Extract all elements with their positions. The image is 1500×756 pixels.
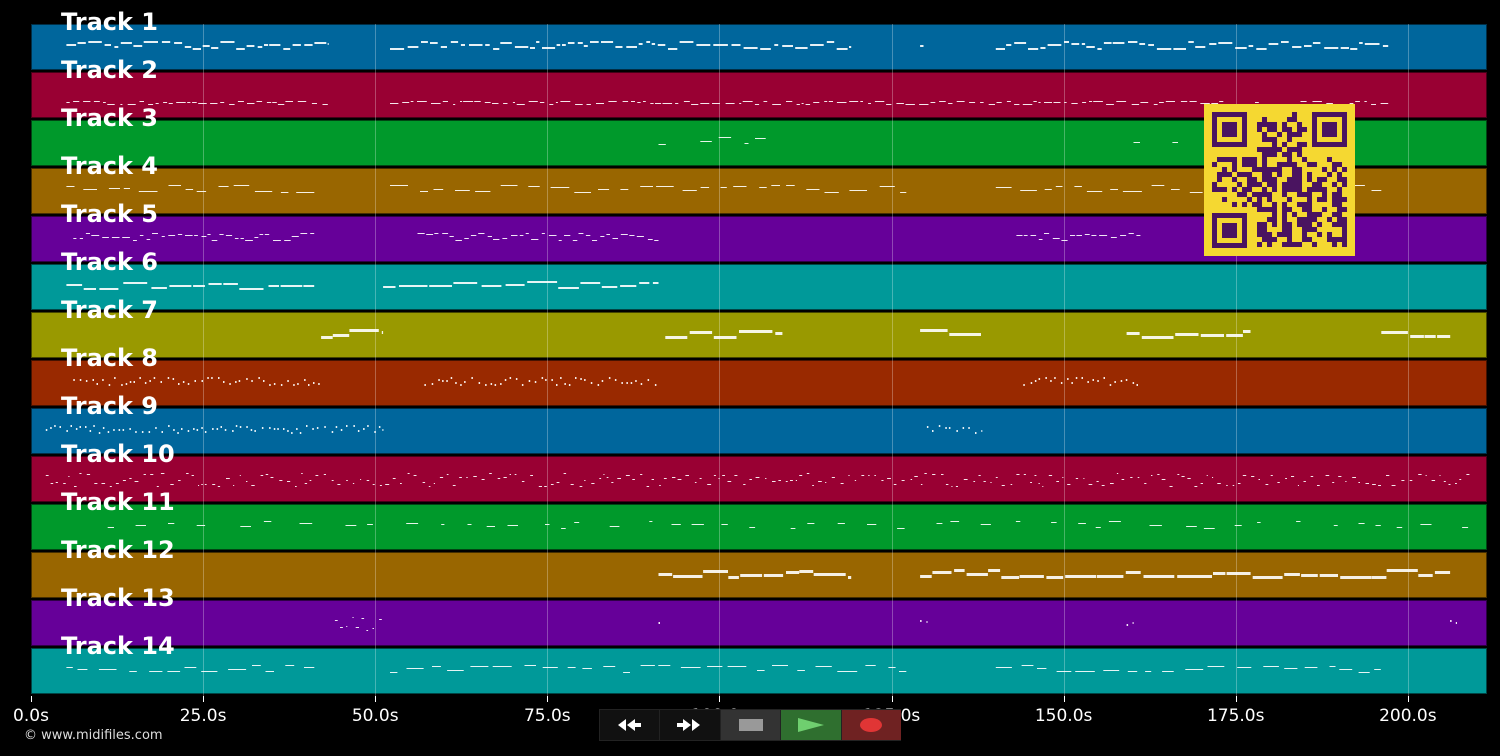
axis-tick (375, 696, 377, 702)
copyright-text: © www.midifiles.com (24, 728, 163, 743)
axis-tick-label: 50.0s (351, 706, 399, 726)
axis-tick (547, 696, 549, 702)
track-notes (66, 41, 1389, 50)
qr-code (1204, 104, 1355, 256)
stop-button[interactable] (720, 710, 781, 740)
track-notes (107, 521, 1469, 529)
track-label: Track 3 (61, 104, 159, 132)
axis-tick-label: 175.0s (1206, 706, 1265, 726)
track-notes (66, 101, 1389, 105)
fast-forward-button[interactable] (660, 710, 720, 740)
track-label: Track 5 (61, 200, 159, 228)
track-lane[interactable]: Track 9 (31, 394, 1487, 454)
track-notes (66, 281, 659, 290)
track-notes (73, 377, 1138, 386)
rewind-button[interactable] (600, 710, 660, 740)
axis-tick (891, 696, 893, 702)
stop-icon (738, 719, 763, 731)
track-lane[interactable]: Track 13 (31, 586, 1487, 646)
axis-tick-label: 0.0s (13, 706, 49, 726)
track-label: Track 13 (61, 584, 175, 612)
track-lane[interactable]: Track 8 (31, 346, 1487, 406)
playback-controls (599, 709, 902, 741)
track-label: Track 12 (61, 536, 175, 564)
track-lane[interactable]: Track 1 (31, 10, 1487, 70)
track-label: Track 8 (61, 344, 159, 372)
track-label: Track 9 (61, 392, 159, 420)
axis-tick (719, 696, 721, 702)
track-lane[interactable]: Track 12 (31, 538, 1487, 598)
record-icon (860, 718, 883, 732)
play-icon (797, 718, 824, 732)
track-notes (45, 473, 1470, 487)
track-label: Track 10 (61, 440, 175, 468)
axis-tick (203, 696, 205, 702)
track-label: Track 14 (61, 632, 175, 660)
track-notes (658, 569, 1451, 579)
track-lane[interactable]: Track 6 (31, 250, 1487, 310)
track-lane[interactable]: Track 10 (31, 442, 1487, 502)
axis-tick-label: 200.0s (1379, 706, 1437, 726)
track-notes (45, 425, 983, 434)
track-lane[interactable]: Track 7 (31, 298, 1487, 358)
track-notes (73, 233, 1141, 241)
track-label: Track 2 (61, 56, 159, 84)
track-notes (334, 617, 1457, 631)
axis-tick-label: 25.0s (179, 706, 227, 726)
axis-tick-label: 150.0s (1034, 706, 1093, 726)
axis-tick (1235, 696, 1237, 702)
axis-tick-label: 75.0s (523, 706, 571, 726)
rewind-icon (617, 719, 641, 731)
axis-tick (31, 696, 32, 702)
fast-forward-icon (677, 719, 701, 731)
play-button[interactable] (781, 710, 841, 740)
track-label: Track 6 (61, 248, 159, 276)
record-button[interactable] (841, 710, 902, 740)
track-lane[interactable]: Track 14 (31, 634, 1487, 694)
track-label: Track 7 (61, 296, 159, 324)
qr-code-graphic (1212, 112, 1347, 248)
track-label: Track 11 (61, 488, 175, 516)
axis-tick (1063, 696, 1065, 702)
track-notes (66, 665, 1381, 673)
track-label: Track 1 (61, 8, 159, 36)
track-notes (321, 329, 1451, 339)
track-notes (66, 185, 1382, 193)
track-label: Track 4 (61, 152, 159, 180)
axis-tick (1407, 696, 1409, 702)
track-lane[interactable]: Track 11 (31, 490, 1487, 550)
